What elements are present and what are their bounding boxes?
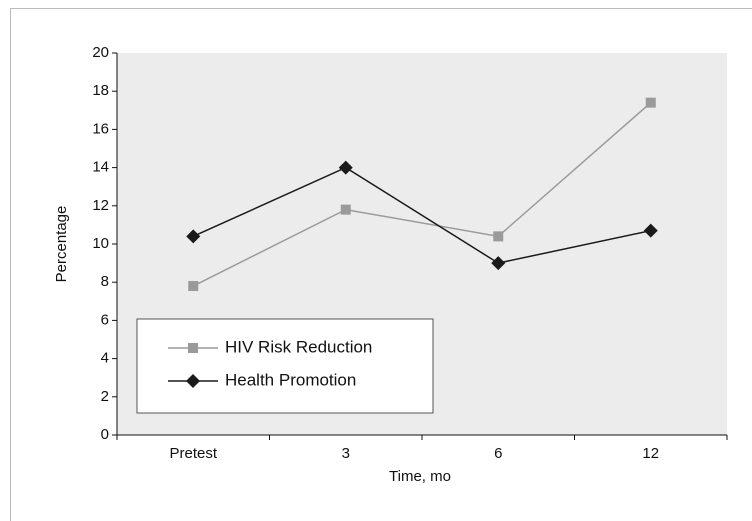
y-tick-label: 8: [101, 273, 109, 290]
x-tick-label: 12: [642, 445, 659, 462]
legend-box: [136, 318, 434, 414]
legend-label: Health Promotion: [225, 370, 356, 389]
x-axis-label: Time, mo: [389, 468, 451, 485]
y-axis-label: Percentage: [53, 206, 70, 283]
marker: [340, 204, 351, 215]
y-tick-label: 14: [92, 159, 109, 176]
marker: [643, 223, 658, 238]
marker: [645, 97, 656, 108]
series-line: [192, 166, 651, 264]
frame: [10, 8, 752, 521]
y-tick-label: 2: [101, 388, 109, 405]
y-tick-label: 18: [92, 82, 109, 99]
marker: [188, 343, 198, 353]
y-tick-label: 20: [92, 44, 109, 61]
x-tick-label: 3: [342, 445, 350, 462]
series-line: [192, 102, 652, 287]
y-tick-label: 6: [101, 311, 109, 328]
marker: [338, 160, 353, 175]
marker: [491, 256, 506, 271]
marker: [493, 231, 504, 242]
marker: [186, 374, 200, 388]
y-tick-label: 0: [101, 426, 109, 443]
x-tick-label: 6: [494, 445, 502, 462]
y-tick-label: 4: [101, 350, 109, 367]
y-tick-label: 12: [92, 197, 109, 214]
legend-label: HIV Risk Reduction: [225, 337, 372, 356]
y-tick-label: 10: [92, 235, 109, 252]
y-tick-label: 16: [92, 120, 109, 137]
marker: [188, 281, 199, 292]
marker: [186, 229, 201, 244]
x-tick-label: Pretest: [169, 445, 217, 462]
